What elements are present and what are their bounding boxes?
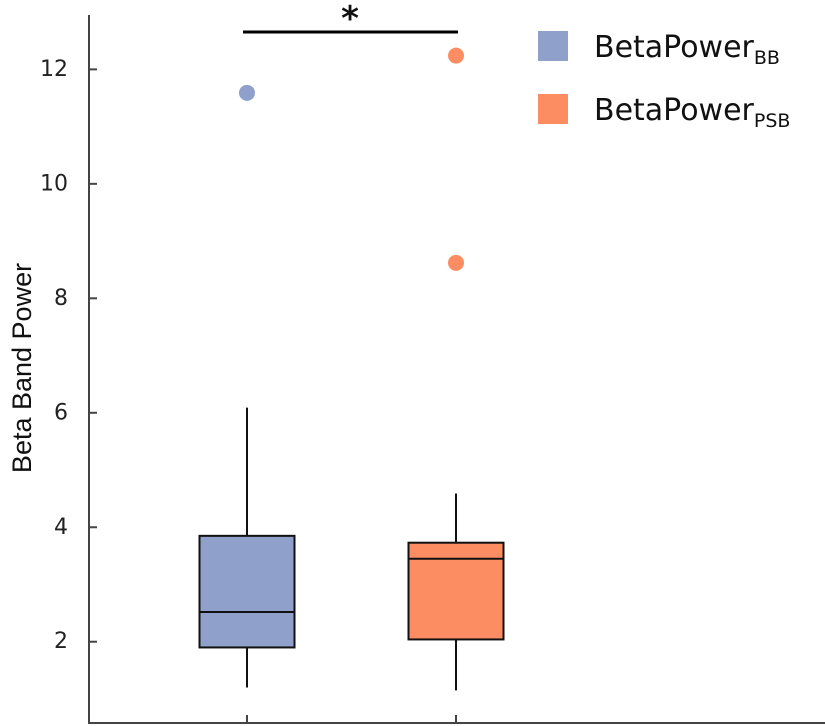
box-iqr — [198, 534, 296, 649]
legend-swatch — [538, 94, 568, 124]
y-tick-label: 10 — [40, 171, 68, 196]
outlier-point — [448, 254, 464, 271]
y-axis-label: Beta Band Power — [7, 263, 37, 473]
outlier-point — [239, 84, 255, 101]
y-tick-label: 8 — [54, 286, 68, 311]
legend-label: BetaPowerBB — [594, 30, 780, 69]
y-tick-label: 4 — [54, 515, 68, 540]
box-iqr — [407, 541, 505, 641]
box-BetaPowerPSB — [407, 47, 505, 723]
y-tick-label: 2 — [54, 629, 68, 654]
y-tick-label: 6 — [54, 400, 68, 425]
significance-star: * — [341, 0, 359, 39]
legend: BetaPowerBB BetaPowerPSB — [538, 30, 790, 132]
legend-label: BetaPowerPSB — [594, 93, 790, 132]
significance-annotation: * — [243, 0, 458, 39]
y-tick-label: 12 — [40, 57, 68, 82]
box-BetaPowerBB — [198, 84, 296, 723]
legend-swatch — [538, 31, 568, 61]
outlier-point — [448, 47, 464, 64]
